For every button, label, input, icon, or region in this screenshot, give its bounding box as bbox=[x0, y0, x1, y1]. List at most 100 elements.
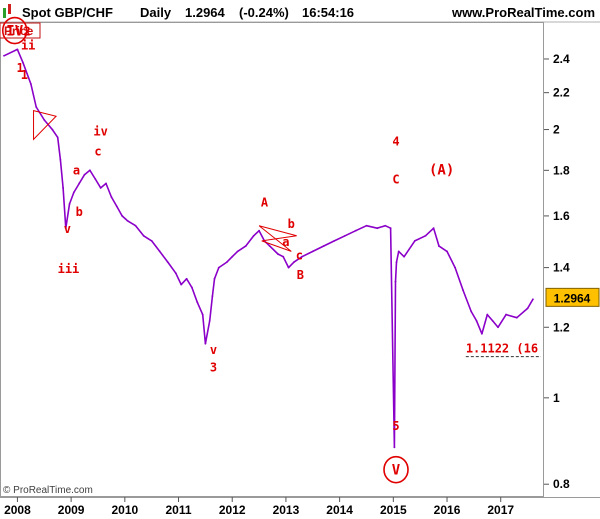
price-point bbox=[384, 224, 387, 227]
price-point bbox=[244, 245, 247, 247]
wave-label: iv bbox=[93, 124, 107, 138]
price-point bbox=[276, 253, 279, 255]
price-point bbox=[258, 229, 260, 232]
x-tick-label: 2015 bbox=[380, 503, 407, 517]
price-point bbox=[344, 234, 346, 237]
wedge-pattern-2012 bbox=[258, 225, 297, 252]
price-point bbox=[68, 203, 71, 205]
chart-type-icon bbox=[3, 4, 11, 18]
price-series-line bbox=[3, 48, 534, 449]
price-point bbox=[497, 326, 499, 329]
triangle-pattern-2008 bbox=[33, 110, 58, 141]
price-point bbox=[365, 224, 368, 227]
price-point bbox=[301, 255, 303, 258]
wave-label: 3 bbox=[210, 361, 217, 375]
price-point bbox=[121, 215, 124, 217]
price-point bbox=[225, 261, 228, 264]
wave-label: c bbox=[94, 145, 101, 159]
price-tab[interactable] bbox=[0, 22, 41, 39]
plot-frame bbox=[0, 22, 544, 497]
price-point bbox=[16, 48, 19, 51]
price-point bbox=[21, 61, 24, 64]
y-tick-label: 1.6 bbox=[553, 209, 570, 223]
price-point bbox=[78, 182, 81, 185]
price-point bbox=[3, 54, 5, 57]
price-point bbox=[486, 313, 489, 316]
header-bar bbox=[0, 0, 600, 22]
price-point bbox=[59, 158, 62, 161]
wave-label: C bbox=[392, 172, 399, 186]
price-point bbox=[446, 250, 448, 253]
price-point bbox=[287, 266, 290, 269]
price-point bbox=[252, 234, 255, 237]
wave-label: b bbox=[288, 217, 295, 231]
price-point bbox=[29, 83, 32, 85]
wave-label: A bbox=[261, 195, 269, 209]
x-tick-label: 2016 bbox=[434, 503, 461, 517]
price-point bbox=[201, 313, 204, 316]
price-point bbox=[481, 332, 483, 335]
x-tick-label: 2011 bbox=[166, 503, 192, 517]
price-point bbox=[394, 280, 397, 283]
price-point bbox=[110, 196, 113, 198]
price-point bbox=[532, 298, 534, 301]
series-layer bbox=[3, 48, 534, 449]
price-point bbox=[196, 301, 199, 304]
support-label: 1.1122 (16 bbox=[466, 342, 538, 356]
x-tick-label: 2009 bbox=[58, 503, 85, 517]
price-point bbox=[185, 277, 188, 280]
price-point bbox=[470, 310, 473, 313]
price-point bbox=[191, 286, 193, 289]
price-point bbox=[462, 289, 465, 292]
last-price-label: 1.2964 bbox=[185, 5, 226, 20]
price-point bbox=[62, 187, 64, 189]
price-point bbox=[35, 106, 38, 108]
wave-label: c bbox=[296, 248, 303, 262]
last-price-badge-label: 1.2964 bbox=[554, 291, 591, 305]
wave-circle bbox=[1, 16, 28, 45]
wave-label: V bbox=[392, 463, 401, 479]
price-point bbox=[126, 219, 129, 222]
x-tick-label: 2012 bbox=[219, 503, 246, 517]
wave-label: v bbox=[64, 222, 71, 236]
price-point bbox=[166, 261, 169, 264]
price-point bbox=[208, 319, 211, 322]
price-point bbox=[393, 446, 396, 449]
copyright-label: © ProRealTime.com bbox=[3, 485, 93, 496]
y-tick-label: 1.2 bbox=[553, 320, 570, 334]
x-tick-label: 2010 bbox=[111, 503, 138, 517]
price-point bbox=[213, 277, 216, 280]
y-tick-label: 2.2 bbox=[553, 86, 570, 100]
price-point bbox=[83, 173, 86, 176]
x-tick-label: 2008 bbox=[4, 503, 31, 517]
x-tick-label: 2013 bbox=[273, 503, 300, 517]
y-tick-label: 2 bbox=[553, 123, 560, 137]
wave-label: iii bbox=[58, 262, 80, 276]
wave-label: 4 bbox=[392, 134, 399, 148]
y-tick-label: 0.8 bbox=[553, 477, 570, 491]
price-point bbox=[389, 227, 392, 230]
site-label: www.ProRealTime.com bbox=[451, 5, 595, 20]
y-tick-label: 2.4 bbox=[553, 52, 570, 66]
wave-label: IV bbox=[6, 24, 23, 40]
price-point bbox=[150, 239, 153, 242]
price-point bbox=[424, 234, 427, 237]
price-point bbox=[72, 191, 75, 194]
price-point bbox=[105, 182, 107, 185]
change-label: (-0.24%) bbox=[239, 5, 289, 20]
price-point bbox=[231, 255, 234, 258]
wave-label: 5 bbox=[392, 419, 399, 433]
wave-label: 1 bbox=[16, 61, 23, 75]
y-axis: 2.4 2.2 2 1.8 1.6 1.4 1.2 1 0.8 bbox=[544, 52, 570, 491]
time-label: 16:54:16 bbox=[302, 5, 354, 20]
period-label: Daily bbox=[140, 5, 172, 20]
wave-label: a bbox=[73, 164, 80, 178]
price-point bbox=[204, 342, 207, 345]
price-point bbox=[432, 227, 435, 230]
y-tick-label: 1 bbox=[553, 391, 560, 405]
price-point bbox=[174, 272, 177, 275]
price-point bbox=[376, 227, 379, 230]
price-point bbox=[43, 119, 46, 121]
